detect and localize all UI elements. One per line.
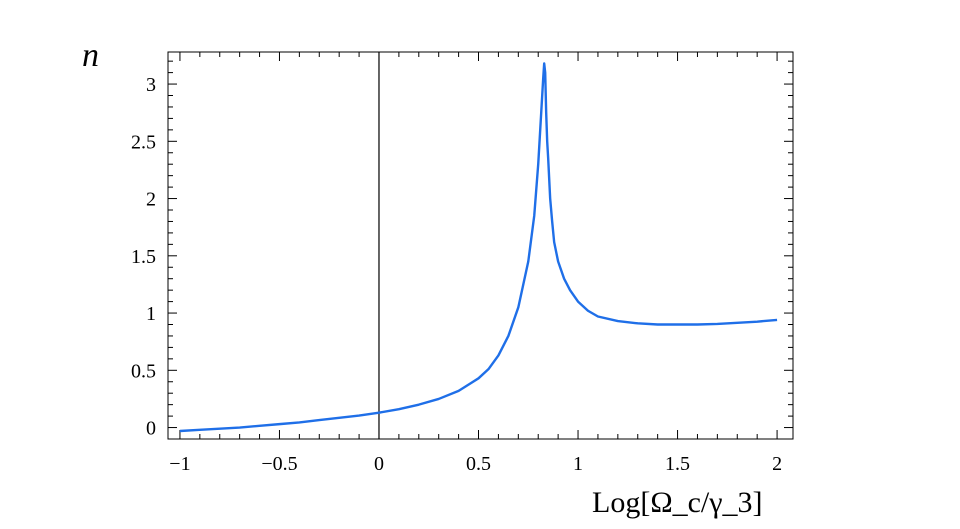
x-tick-label: 1 xyxy=(573,453,583,475)
x-tick-label: 2 xyxy=(772,453,782,475)
y-tick-label: 2.5 xyxy=(131,131,156,153)
y-tick-label: 2 xyxy=(146,189,156,211)
y-tick-label: 1 xyxy=(146,303,156,325)
x-tick-label: −0.5 xyxy=(261,453,297,475)
y-tick-label: 3 xyxy=(146,74,156,96)
x-axis-label: Log[Ω_c/γ_3] xyxy=(592,486,763,519)
x-tick-label: 0 xyxy=(374,453,384,475)
x-tick-label: −1 xyxy=(169,453,190,475)
series-line xyxy=(179,62,778,433)
tick-labels: −1 −0.5 0 0.5 1 1.5 2 0 0.5 1 1.5 2 2.5 3 xyxy=(131,74,782,475)
x-tick-label: 1.5 xyxy=(665,453,690,475)
x-tick-label: 0.5 xyxy=(466,453,491,475)
axis-ticks xyxy=(168,52,793,439)
y-tick-label: 0.5 xyxy=(131,360,156,382)
y-axis-label: n xyxy=(82,37,99,74)
y-tick-label: 1.5 xyxy=(131,246,156,268)
plot-frame xyxy=(167,51,794,440)
y-tick-label: 0 xyxy=(146,418,156,440)
